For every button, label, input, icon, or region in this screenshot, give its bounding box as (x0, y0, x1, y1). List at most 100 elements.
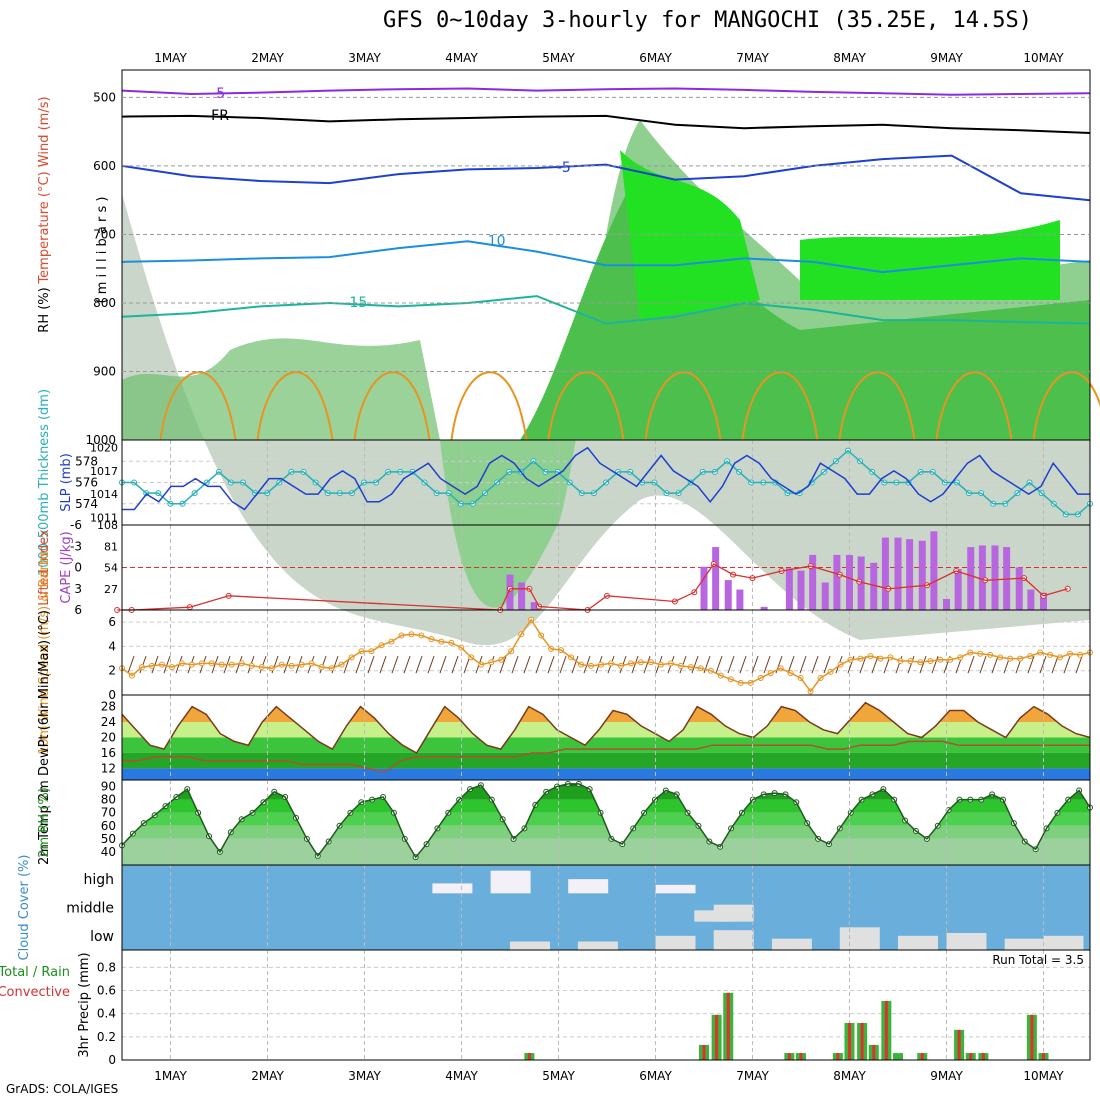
precip-convective-bar (787, 1053, 791, 1060)
contour-warm (1032, 371, 1100, 441)
wind-barb (403, 655, 411, 674)
wind-barb (367, 655, 375, 674)
contour-warm (547, 371, 625, 441)
wind-tick: 2 (108, 664, 116, 678)
lifted-index-cape-panel: -6 -3 0 3 6 27 54 81 108 Lifted Index CAPE (J/kg) (37, 518, 1091, 617)
contour-warm (644, 371, 722, 441)
rh-area-bright (800, 220, 1060, 300)
cape-bar (797, 570, 805, 610)
wind-barb (547, 655, 555, 674)
cape-bar (760, 606, 768, 610)
precip-tick: 0.6 (97, 984, 116, 998)
wind-barb (871, 655, 879, 674)
li-tick: -3 (70, 539, 82, 553)
panel-axis-label: 10m Wind Speed (m/s) & Barbs (37, 550, 52, 755)
temp-band (122, 737, 1090, 753)
cloud-block (713, 930, 754, 950)
rh-line (121, 783, 1091, 859)
cape-bar (700, 566, 708, 610)
wind-barb (355, 655, 363, 674)
wind-barb (415, 655, 423, 674)
temp-band (122, 768, 1090, 780)
contour-label: 15 (349, 295, 367, 311)
wind-barb (439, 655, 447, 674)
precip-convective-bar (799, 1053, 803, 1060)
panel-axis-label: CAPE (J/kg) (59, 531, 74, 603)
upper-panel-label: Temperature (°C) Wind (m/s) (37, 96, 52, 284)
cloud-block (946, 933, 987, 950)
bottom-day-label: 8MAY (833, 1069, 866, 1083)
contour-label: 10 (488, 233, 506, 249)
cape-bar (918, 540, 926, 610)
temp-tick: 28 (101, 700, 116, 714)
wind-barb (631, 655, 639, 674)
top-day-label: 6MAY (639, 51, 672, 65)
cape-bar (870, 562, 878, 610)
wind-barb (811, 655, 819, 674)
top-day-label: 3MAY (348, 51, 381, 65)
pressure-tick-label: 900 (93, 364, 116, 378)
contour-warm (256, 371, 334, 441)
cloud-block (432, 883, 473, 894)
wind-barb (751, 655, 759, 674)
precip-convective-bar (981, 1053, 985, 1060)
cape-bar (736, 589, 744, 610)
cape-bar (785, 568, 793, 610)
wind-barb (1039, 655, 1047, 674)
bottom-day-label: 3MAY (348, 1069, 381, 1083)
rh-band (122, 838, 1090, 865)
li-tick: 3 (74, 582, 82, 596)
contour-warm (159, 371, 237, 441)
wind-barb (691, 655, 699, 674)
cape-bar (809, 554, 817, 610)
li-tick: -6 (70, 518, 82, 532)
wind-barb (1027, 655, 1035, 674)
cloud-block (655, 884, 696, 894)
rh-area-bright (620, 150, 760, 320)
cape-bar (724, 580, 732, 610)
cloud-block (898, 935, 938, 950)
page-title: GFS 0~10day 3-hourly for MANGOCHI (35.25… (383, 8, 1033, 33)
precip-total-bar (893, 1053, 903, 1060)
panel-axis-label: 1000-500mb Thickness (dm) (37, 389, 52, 576)
legend-convective: Convective (0, 985, 70, 1000)
wind-barb (739, 655, 747, 674)
cloud-row-label: low (90, 929, 114, 945)
cape-bar (1015, 567, 1023, 610)
lifted-index-line (117, 563, 1068, 611)
cloud-block (577, 941, 618, 950)
rh-tick: 90 (101, 780, 116, 794)
cape-bar (833, 554, 841, 610)
precip-convective-bar (969, 1053, 973, 1060)
wind-barb (859, 655, 867, 674)
pressure-axis-label: ( m i l l i b a r s ) (95, 197, 110, 304)
wind-barb (919, 655, 927, 674)
panel-axis-label: Lifted Index (37, 529, 52, 606)
cape-bar (954, 569, 962, 610)
wind-barb (571, 655, 579, 674)
wind-barb (379, 655, 387, 674)
wind-barb (1051, 655, 1059, 674)
contour-minus5 (121, 87, 1091, 96)
thickness-tick: 574 (75, 497, 98, 511)
temp-line (121, 701, 1091, 755)
bottom-day-label: 4MAY (445, 1069, 478, 1083)
contour-warm (935, 371, 1013, 441)
cloud-block (510, 941, 550, 950)
cape-bar (1040, 592, 1047, 610)
panel-axis-label: 2m Temp 2m DewPt (6hr Min/Max) (°C) (37, 610, 52, 865)
precip-convective-bar (872, 1044, 876, 1060)
wind-barb (235, 655, 243, 674)
precip-convective-bar (1030, 1014, 1034, 1060)
cape-tick: 81 (104, 540, 118, 553)
pressure-tick-label: 600 (93, 159, 116, 173)
wind-barb (907, 655, 915, 674)
upper-air-panel: -5 FR -5 10 15 500 600 700 800 900 1000 1MAY 2MAY 3MA… (37, 51, 1100, 646)
wind-barb (1063, 655, 1071, 674)
contour-warm (838, 371, 916, 441)
precip-convective-bar (957, 1029, 961, 1060)
cloud-block (490, 870, 531, 894)
temp-band (122, 752, 1090, 769)
rh-tick: 60 (101, 819, 116, 833)
